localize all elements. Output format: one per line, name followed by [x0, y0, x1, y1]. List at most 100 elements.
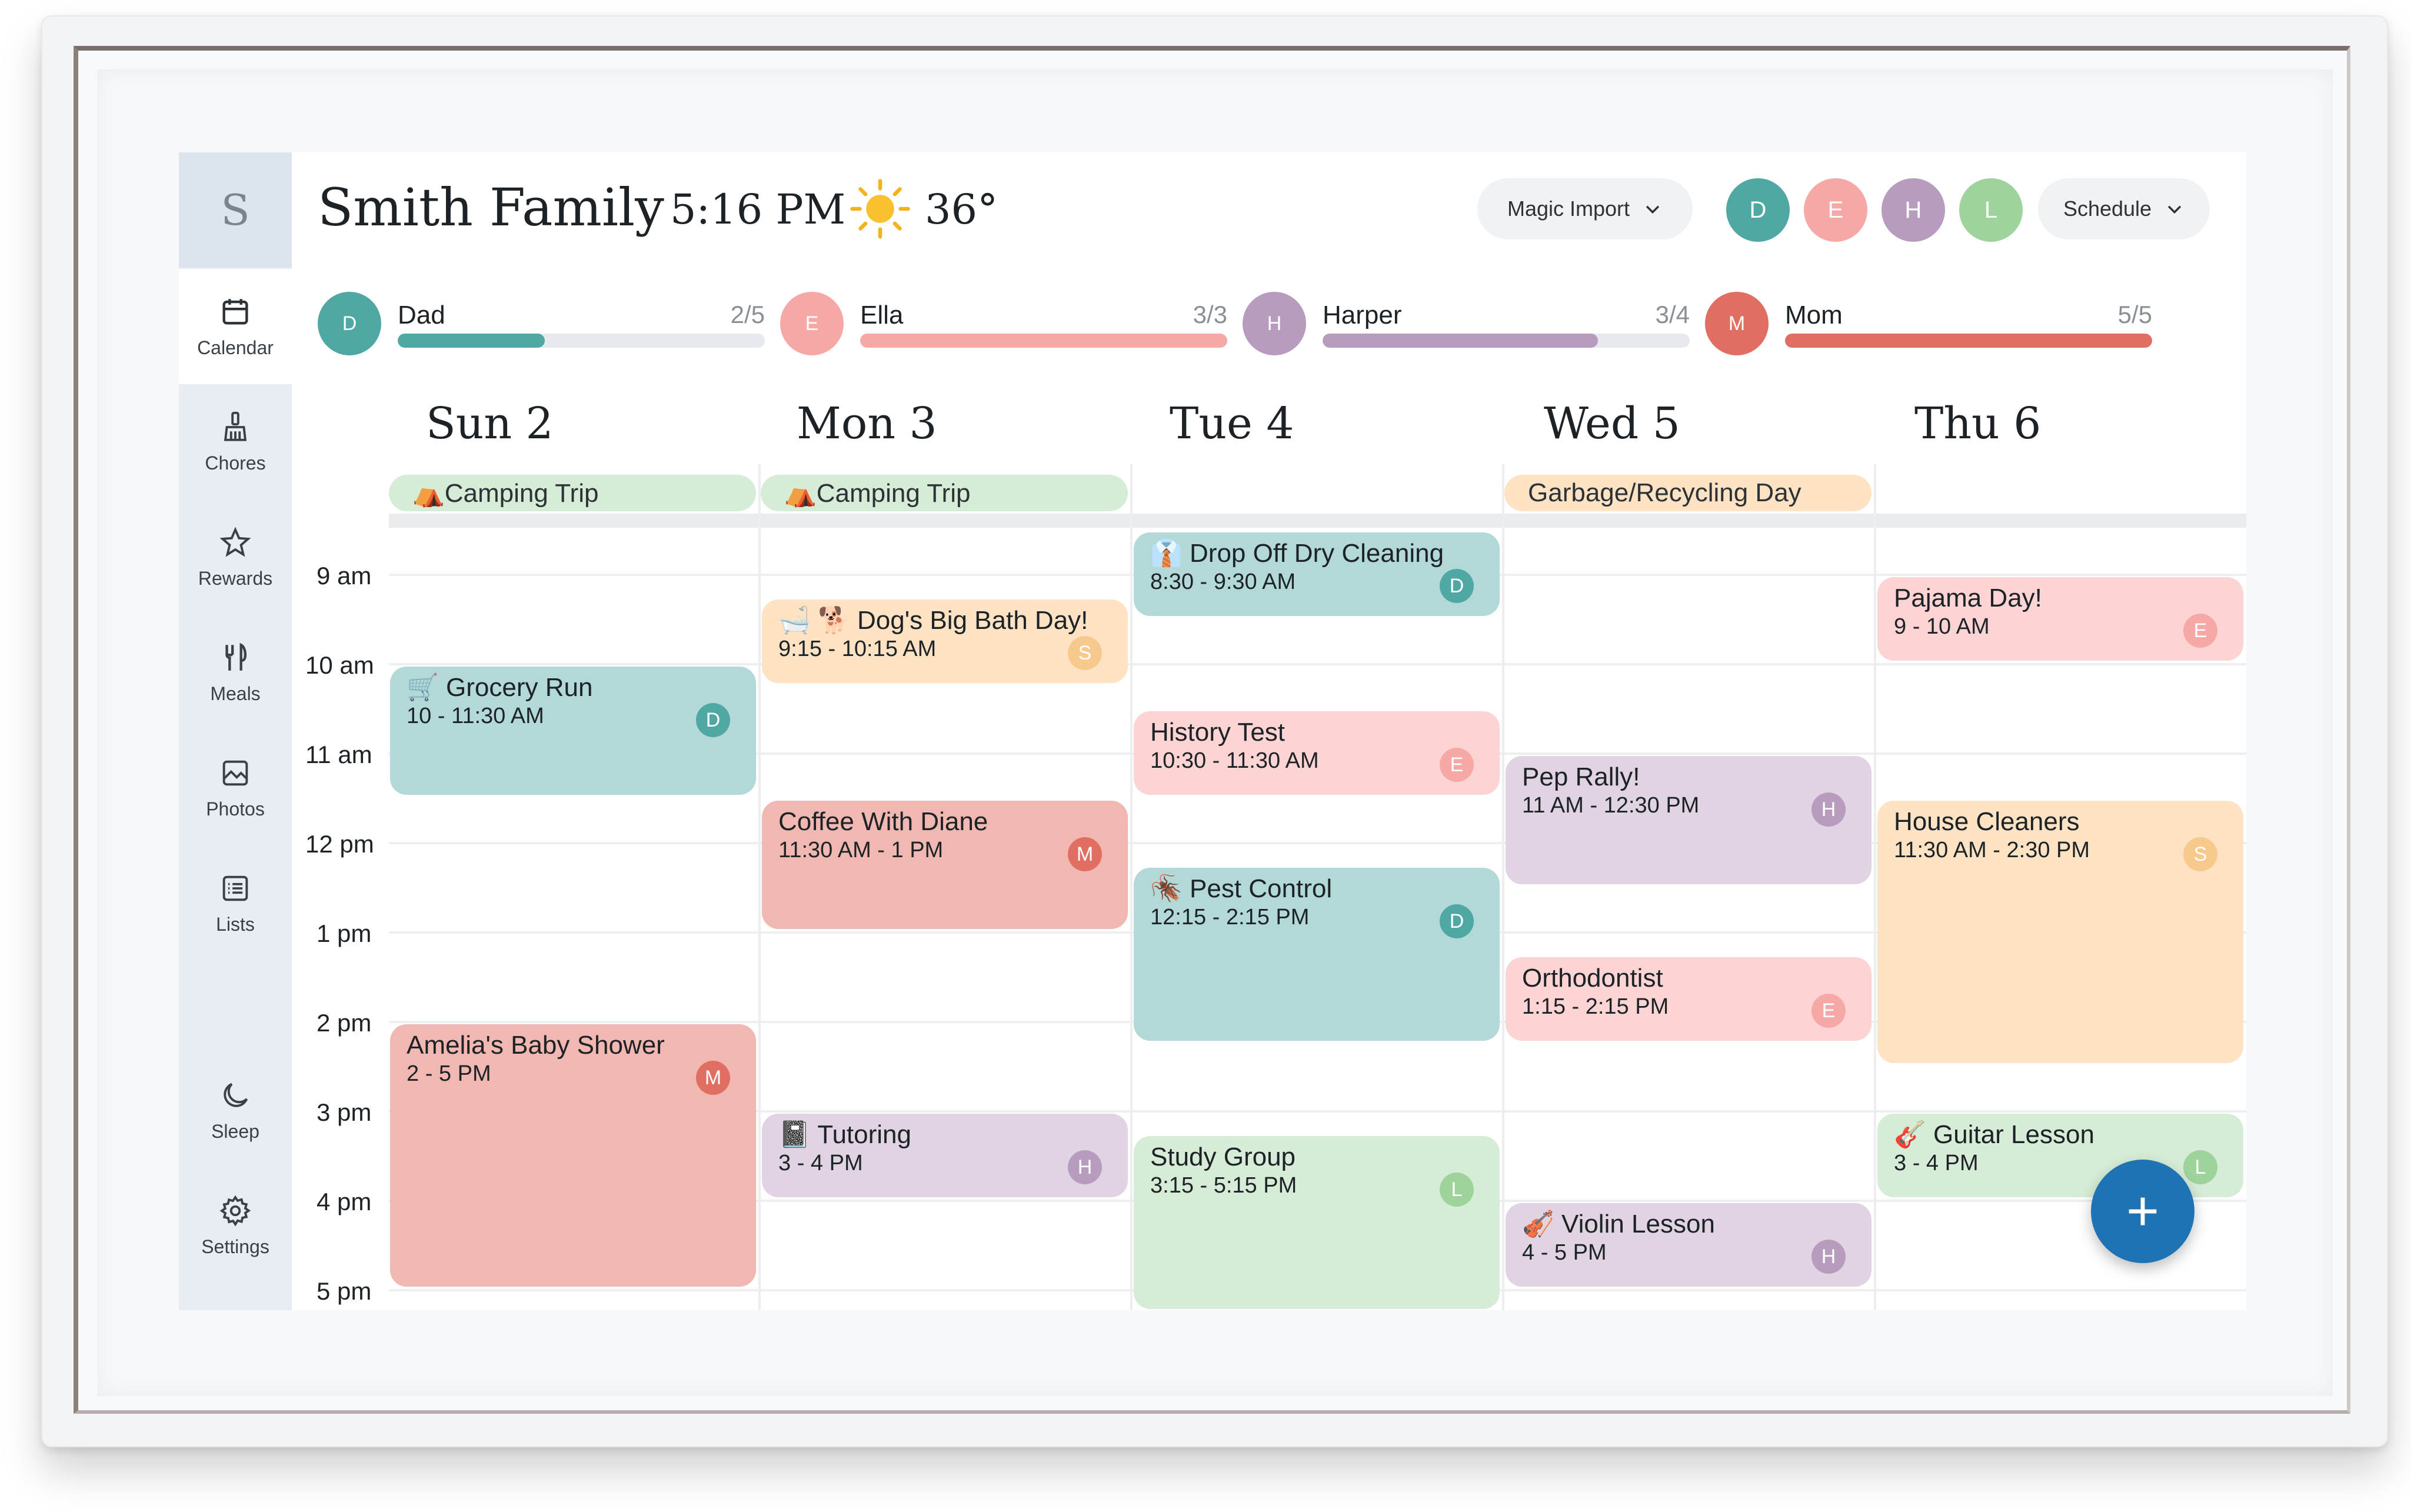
sidebar-item-lists[interactable]: Lists: [179, 845, 292, 961]
day-header[interactable]: Mon 3: [797, 398, 937, 449]
magic-import-label: Magic Import: [1507, 197, 1630, 221]
event-title: Study Group: [1150, 1143, 1296, 1171]
event-card[interactable]: Orthodontist 1:15 - 2:15 PM E: [1506, 957, 1871, 1041]
sidebar-item-label: Chores: [205, 452, 266, 474]
event-assignee-avatar: H: [1811, 1240, 1846, 1274]
all-day-divider: [389, 514, 2246, 528]
photo-icon: [222, 760, 248, 785]
progress-bar: [860, 334, 1227, 348]
hour-label: 11 am: [305, 741, 372, 768]
event-assignee-avatar: L: [1440, 1173, 1474, 1207]
event-title: 🛁 🐕 Dog's Big Bath Day!: [778, 606, 1088, 635]
event-card[interactable]: House Cleaners 11:30 AM - 2:30 PM S: [1877, 801, 2243, 1063]
sidebar-item-calendar[interactable]: Calendar: [179, 269, 292, 384]
event-assignee-avatar: H: [1068, 1150, 1102, 1184]
event-assignee-avatar: M: [1068, 837, 1102, 871]
sidebar-item-sleep[interactable]: Sleep: [179, 1053, 292, 1168]
progress-bar-fill: [1323, 334, 1598, 348]
avatar-d[interactable]: D: [1726, 178, 1790, 242]
event-title: Coffee With Diane: [778, 807, 988, 836]
event-card[interactable]: Pajama Day! 9 - 10 AM E: [1877, 577, 2243, 661]
event-assignee-avatar: H: [1811, 792, 1846, 827]
progress-avatar[interactable]: M: [1705, 292, 1769, 355]
day-header[interactable]: Wed 5: [1544, 398, 1680, 449]
event-card[interactable]: Coffee With Diane 11:30 AM - 1 PM M: [762, 801, 1128, 929]
event-card[interactable]: Pep Rally! 11 AM - 12:30 PM H: [1506, 756, 1871, 884]
event-card[interactable]: Amelia's Baby Shower 2 - 5 PM M: [390, 1024, 756, 1287]
event-card[interactable]: Study Group 3:15 - 5:15 PM L: [1134, 1136, 1500, 1309]
event-title: 🎻 Violin Lesson: [1522, 1210, 1715, 1238]
progress-avatar[interactable]: H: [1243, 292, 1306, 355]
family-logo[interactable]: S: [179, 152, 292, 268]
event-title: 🪳 Pest Control: [1150, 874, 1333, 903]
calendar-screen: S Calendar Chores Rewards Meals Photos L…: [179, 152, 2246, 1310]
progress-avatar[interactable]: D: [318, 292, 381, 355]
sidebar-item-chores[interactable]: Chores: [179, 384, 292, 499]
event-time: 1:15 - 2:15 PM: [1522, 994, 1669, 1019]
day-header[interactable]: Thu 6: [1914, 398, 2042, 449]
event-card[interactable]: 🎻 Violin Lesson 4 - 5 PM H: [1506, 1203, 1871, 1287]
chevron-down-icon: [1646, 205, 1660, 214]
avatar-h[interactable]: H: [1881, 178, 1945, 242]
sidebar-item-label: Rewards: [198, 567, 273, 589]
sidebar-item-label: Calendar: [197, 337, 274, 358]
day-header[interactable]: Sun 2: [426, 398, 554, 449]
event-title: 🎸 Guitar Lesson: [1894, 1120, 2094, 1149]
avatar-e[interactable]: E: [1804, 178, 1867, 242]
add-event-button[interactable]: +: [2091, 1160, 2194, 1263]
event-title: 👔 Drop Off Dry Cleaning: [1150, 539, 1444, 568]
event-time: 4 - 5 PM: [1522, 1240, 1607, 1265]
event-card[interactable]: 📓 Tutoring 3 - 4 PM H: [762, 1114, 1128, 1197]
event-title: Pep Rally!: [1522, 762, 1640, 791]
event-card[interactable]: 🪳 Pest Control 12:15 - 2:15 PM D: [1134, 868, 1500, 1041]
avatar-l[interactable]: L: [1959, 178, 2023, 242]
event-assignee-avatar: L: [2183, 1150, 2217, 1184]
all-day-event[interactable]: ⛺Camping Trip: [761, 475, 1128, 511]
event-time: 8:30 - 9:30 AM: [1150, 570, 1296, 594]
event-card[interactable]: 👔 Drop Off Dry Cleaning 8:30 - 9:30 AM D: [1134, 532, 1500, 616]
schedule-view-button[interactable]: Schedule: [2038, 178, 2210, 239]
progress-count: 3/4: [1655, 301, 1690, 328]
event-assignee-avatar: E: [1811, 994, 1846, 1028]
family-title: Smith Family: [318, 177, 664, 238]
progress-avatar[interactable]: E: [780, 292, 844, 355]
hour-label: 2 pm: [317, 1009, 372, 1037]
event-card[interactable]: 🛒 Grocery Run 10 - 11:30 AM D: [390, 667, 756, 795]
plus-icon: +: [2126, 1180, 2160, 1243]
event-time: 10 - 11:30 AM: [407, 704, 544, 728]
event-time: 3 - 4 PM: [778, 1151, 863, 1175]
progress-bar: [1785, 334, 2152, 348]
sidebar-item-meals[interactable]: Meals: [179, 615, 292, 730]
event-card[interactable]: 🛁 🐕 Dog's Big Bath Day! 9:15 - 10:15 AM S: [762, 600, 1128, 683]
event-time: 3 - 4 PM: [1894, 1151, 1979, 1175]
magic-import-button[interactable]: Magic Import: [1477, 178, 1693, 239]
star-icon: [219, 526, 251, 557]
moon-icon: [224, 1083, 248, 1107]
all-day-event[interactable]: Garbage/Recycling Day: [1504, 475, 1871, 511]
sidebar-item-rewards[interactable]: Rewards: [179, 499, 292, 615]
event-title: Orthodontist: [1522, 964, 1663, 993]
event-time: 10:30 - 11:30 AM: [1150, 748, 1319, 773]
event-card[interactable]: 🎸 Guitar Lesson 3 - 4 PM L: [1877, 1114, 2243, 1197]
progress-bar-fill: [860, 334, 1227, 348]
progress-member-name: Mom: [1785, 301, 1843, 329]
day-header[interactable]: Tue 4: [1170, 398, 1294, 449]
event-assignee-avatar: S: [2183, 837, 2217, 871]
sidebar-item-photos[interactable]: Photos: [179, 730, 292, 845]
event-title: Amelia's Baby Shower: [407, 1031, 665, 1060]
day-column-divider: [1130, 464, 1133, 1310]
sidebar-item-label: Meals: [210, 682, 261, 704]
hour-label: 9 am: [317, 562, 372, 590]
event-time: 9:15 - 10:15 AM: [778, 637, 937, 661]
event-assignee-avatar: E: [2183, 614, 2217, 648]
progress-member-name: Dad: [398, 301, 445, 329]
event-card[interactable]: History Test 10:30 - 11:30 AM E: [1134, 711, 1500, 795]
all-day-event[interactable]: ⛺Camping Trip: [389, 475, 756, 511]
sidebar-item-settings[interactable]: Settings: [179, 1168, 292, 1283]
current-time: 5:16 PM: [670, 185, 846, 234]
progress-count: 2/5: [730, 301, 765, 328]
event-assignee-avatar: S: [1068, 636, 1102, 670]
gear-icon: [219, 1195, 251, 1227]
hour-label: 3 pm: [317, 1098, 372, 1126]
schedule-label: Schedule: [2063, 197, 2152, 221]
